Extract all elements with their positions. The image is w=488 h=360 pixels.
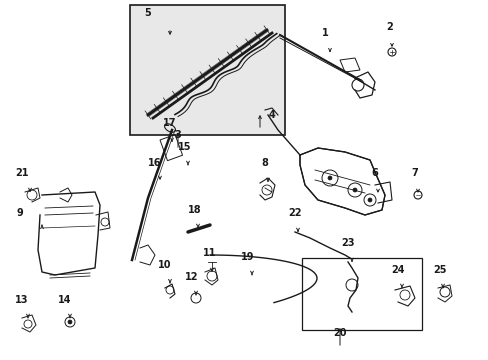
Text: 15: 15: [178, 142, 191, 152]
Bar: [130, 5, 285, 135]
Text: 14: 14: [58, 295, 72, 305]
Circle shape: [327, 176, 331, 180]
Text: 5: 5: [144, 8, 151, 18]
Text: 16: 16: [148, 158, 162, 168]
Text: 20: 20: [332, 328, 346, 338]
Text: 22: 22: [287, 208, 301, 218]
Text: 13: 13: [15, 295, 29, 305]
Text: 19: 19: [241, 252, 254, 262]
Text: 17: 17: [163, 118, 176, 128]
Text: 18: 18: [188, 205, 202, 215]
Bar: [302, 258, 421, 330]
Text: 2: 2: [386, 22, 392, 32]
Text: 9: 9: [17, 208, 23, 218]
Circle shape: [352, 188, 356, 192]
Text: 7: 7: [411, 168, 418, 178]
Text: 4: 4: [268, 110, 275, 120]
Circle shape: [367, 198, 371, 202]
Text: 23: 23: [341, 238, 354, 248]
Text: 25: 25: [432, 265, 446, 275]
Text: 8: 8: [261, 158, 268, 168]
Text: 21: 21: [15, 168, 29, 178]
Text: 6: 6: [371, 168, 378, 178]
Text: 3: 3: [174, 130, 181, 140]
Text: 11: 11: [203, 248, 216, 258]
Text: 1: 1: [321, 28, 328, 38]
Text: 24: 24: [390, 265, 404, 275]
Bar: [160, 135, 182, 161]
Circle shape: [68, 320, 72, 324]
Text: 10: 10: [158, 260, 171, 270]
Text: 12: 12: [185, 272, 198, 282]
